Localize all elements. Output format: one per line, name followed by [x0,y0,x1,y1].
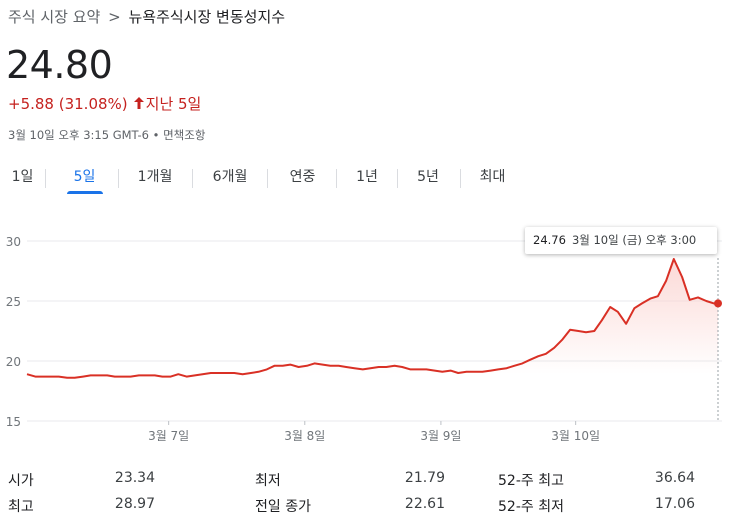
tab-1y[interactable]: 1년 [356,169,378,185]
stats-table: 시가 23.34 최고 28.97 최저 21.79 전일 종가 22.61 5… [0,460,730,526]
stat-52w-low-label: 52-주 최저 [498,499,564,515]
tab-divider [267,169,268,188]
breadcrumb-current: 뉴욕주식시장 변동성지수 [128,8,286,26]
chart-tooltip: 24.76 3월 10일 (금) 오후 3:00 [525,227,717,254]
stat-high-label: 최고 [8,499,34,515]
stat-open-label: 시가 [8,473,34,489]
tab-divider [45,169,46,188]
current-price: 24.80 [6,43,113,87]
arrow-up-icon [133,95,144,113]
tab-max[interactable]: 최대 [479,169,506,185]
area-fill [27,259,718,375]
x-tick-label: 3월 7일 [148,429,189,443]
tab-divider [460,169,461,188]
stat-low-value: 21.79 [404,470,445,486]
stat-52w-high-value: 36.64 [654,470,695,486]
stat-prev-close-value: 22.61 [404,496,445,512]
y-tick-label: 15 [6,415,21,429]
stat-52w-high-label: 52-주 최고 [498,473,564,489]
price-change-period: 지난 5일 [145,95,202,113]
breadcrumb-separator: > [108,8,121,26]
y-tick-label: 30 [6,235,21,249]
price-change: +5.88 (31.08%) 지난 5일 [8,93,201,114]
stat-open-value: 23.34 [114,470,155,486]
tab-5y[interactable]: 5년 [417,169,439,185]
x-tick-label: 3월 9일 [420,429,461,443]
range-tabs: 1일 5일 1개월 6개월 연중 1년 5년 최대 [0,162,540,196]
tab-divider [336,169,337,188]
breadcrumb-root-link[interactable]: 주식 시장 요약 [8,8,101,26]
y-tick-label: 25 [6,295,21,309]
tab-divider [192,169,193,188]
stat-high-value: 28.97 [114,496,155,512]
y-tick-label: 20 [6,355,21,369]
x-tick-label: 3월 8일 [284,429,325,443]
tab-5d[interactable]: 5일 [62,162,107,194]
price-line [26,258,718,379]
tab-ytd[interactable]: 연중 [289,169,316,185]
tooltip-date: 3월 10일 (금) 오후 3:00 [571,233,697,247]
tab-1d[interactable]: 1일 [11,169,34,185]
stat-low-label: 최저 [255,473,281,489]
tooltip-value: 24.76 [533,233,566,247]
quote-timestamp: 3월 10일 오후 3:15 GMT-6 • 면책조항 [8,128,206,142]
tab-divider [118,169,119,188]
tab-1m[interactable]: 1개월 [137,169,173,185]
x-tick-label: 3월 10일 [551,429,600,443]
hover-point [714,299,722,308]
price-change-value: +5.88 (31.08%) [8,95,128,113]
stat-prev-close-label: 전일 종가 [255,499,311,515]
tab-6m[interactable]: 6개월 [212,169,248,185]
breadcrumb: 주식 시장 요약 > 뉴욕주식시장 변동성지수 [8,6,285,27]
price-chart[interactable]: 15 20 25 30 3월 7일 3월 8일 3월 9일 3월 10일 [0,200,730,455]
tab-divider [397,169,398,188]
stat-52w-low-value: 17.06 [654,496,695,512]
